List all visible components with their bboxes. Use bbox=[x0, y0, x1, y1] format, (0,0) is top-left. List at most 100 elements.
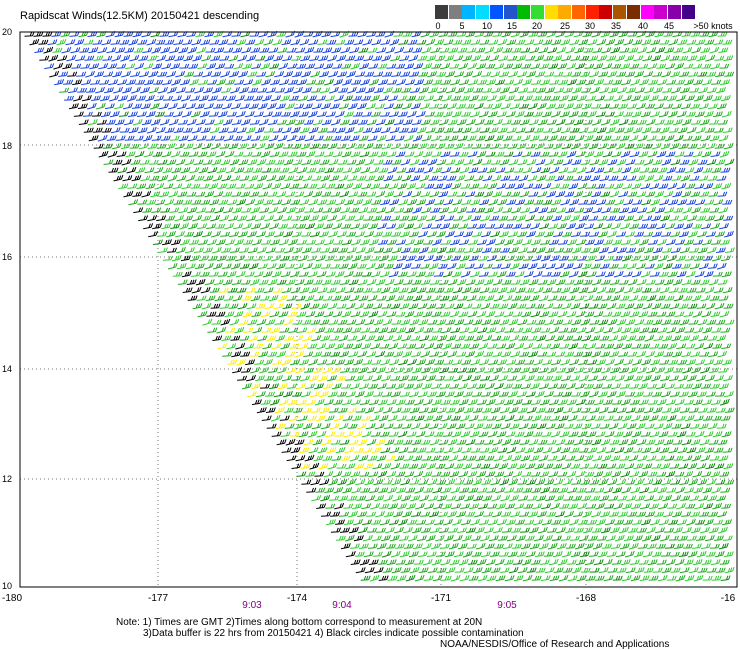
wind-barb bbox=[700, 383, 711, 389]
wind-barb bbox=[371, 127, 382, 134]
wind-barb bbox=[490, 159, 501, 165]
wind-barb bbox=[391, 159, 402, 165]
wind-barb bbox=[297, 166, 308, 174]
wind-barb bbox=[684, 78, 694, 86]
wind-barb bbox=[128, 38, 139, 46]
wind-barb bbox=[462, 391, 473, 398]
wind-barb bbox=[384, 278, 395, 286]
wind-barb bbox=[652, 159, 663, 165]
wind-barb bbox=[600, 527, 611, 534]
wind-barb bbox=[578, 287, 589, 294]
wind-barb bbox=[226, 111, 237, 117]
wind-barb bbox=[282, 390, 293, 398]
wind-barb bbox=[279, 255, 290, 261]
wind-barb bbox=[723, 463, 734, 470]
wind-barb bbox=[467, 559, 478, 565]
wind-barb bbox=[556, 135, 567, 141]
wind-barb bbox=[556, 543, 567, 550]
wind-barb bbox=[676, 343, 687, 349]
wind-barb bbox=[103, 71, 114, 77]
colorbar-swatch bbox=[599, 5, 613, 19]
wind-barb bbox=[589, 231, 600, 237]
wind-barb bbox=[237, 375, 248, 381]
wind-barb bbox=[457, 135, 468, 141]
wind-barb bbox=[452, 534, 463, 542]
wind-barb bbox=[503, 471, 514, 478]
wind-barb bbox=[410, 175, 421, 182]
wind-barb bbox=[619, 295, 630, 301]
wind-barb bbox=[107, 63, 118, 70]
wind-barb bbox=[448, 367, 459, 373]
wind-barb bbox=[328, 407, 339, 413]
wind-barb bbox=[238, 319, 249, 325]
wind-barb bbox=[222, 351, 233, 357]
wind-barb bbox=[508, 406, 519, 414]
wind-barb bbox=[539, 311, 550, 318]
wind-barb bbox=[648, 79, 659, 85]
wind-barb bbox=[395, 63, 406, 69]
colorbar-swatch bbox=[544, 5, 558, 19]
wind-barb bbox=[434, 39, 445, 46]
wind-barb bbox=[574, 207, 585, 213]
wind-barb bbox=[605, 38, 616, 46]
wind-barb bbox=[525, 143, 536, 149]
wind-barb bbox=[644, 174, 655, 182]
wind-barb bbox=[413, 559, 424, 565]
wind-barb bbox=[448, 383, 459, 389]
wind-barb bbox=[310, 70, 321, 78]
wind-barb bbox=[596, 199, 607, 206]
wind-barb bbox=[246, 303, 257, 310]
wind-barb bbox=[510, 279, 521, 285]
wind-barb bbox=[596, 38, 607, 46]
wind-barb bbox=[193, 71, 204, 77]
wind-barb bbox=[605, 447, 616, 453]
wind-barb bbox=[150, 191, 161, 198]
wind-barb bbox=[682, 46, 693, 54]
wind-barb bbox=[348, 526, 359, 534]
wind-barb bbox=[324, 487, 335, 493]
wind-barb bbox=[558, 255, 569, 261]
wind-barb bbox=[304, 207, 315, 213]
wind-barb bbox=[683, 399, 694, 405]
wind-barb bbox=[666, 254, 677, 262]
wind-barb bbox=[499, 407, 510, 414]
wind-barb bbox=[662, 335, 673, 342]
wind-barb bbox=[634, 478, 645, 486]
wind-barb bbox=[715, 319, 726, 325]
wind-barb bbox=[198, 79, 209, 85]
wind-barb bbox=[650, 359, 661, 366]
wind-barb bbox=[410, 335, 421, 341]
wind-barb bbox=[444, 215, 455, 221]
wind-barb bbox=[464, 263, 475, 269]
wind-barb bbox=[714, 374, 724, 382]
wind-barb bbox=[514, 431, 525, 437]
wind-barb bbox=[307, 183, 318, 189]
wind-barb bbox=[558, 79, 569, 85]
wind-barb bbox=[386, 399, 397, 406]
wind-barb bbox=[299, 38, 310, 46]
wind-barb bbox=[164, 127, 175, 133]
wind-barb bbox=[497, 199, 508, 206]
wind-barb bbox=[549, 255, 560, 262]
wind-barb bbox=[203, 103, 214, 110]
wind-barb bbox=[707, 495, 718, 502]
wind-barb bbox=[578, 39, 589, 46]
wind-barb bbox=[656, 471, 667, 477]
wind-barb bbox=[467, 239, 478, 245]
wind-barb bbox=[374, 262, 385, 270]
wind-barb bbox=[399, 391, 410, 397]
wind-barb bbox=[262, 270, 273, 278]
wind-barb bbox=[706, 159, 717, 166]
wind-barb bbox=[294, 439, 305, 445]
wind-barb bbox=[201, 143, 212, 150]
wind-barb bbox=[307, 271, 318, 278]
wind-barb bbox=[509, 103, 520, 110]
wind-barb bbox=[336, 391, 347, 397]
wind-barb bbox=[569, 198, 580, 206]
wind-barb bbox=[382, 567, 393, 573]
wind-barb bbox=[537, 511, 547, 518]
wind-barb bbox=[188, 239, 199, 245]
wind-barb bbox=[158, 86, 168, 94]
wind-barb bbox=[302, 262, 313, 270]
wind-barb bbox=[657, 79, 668, 86]
